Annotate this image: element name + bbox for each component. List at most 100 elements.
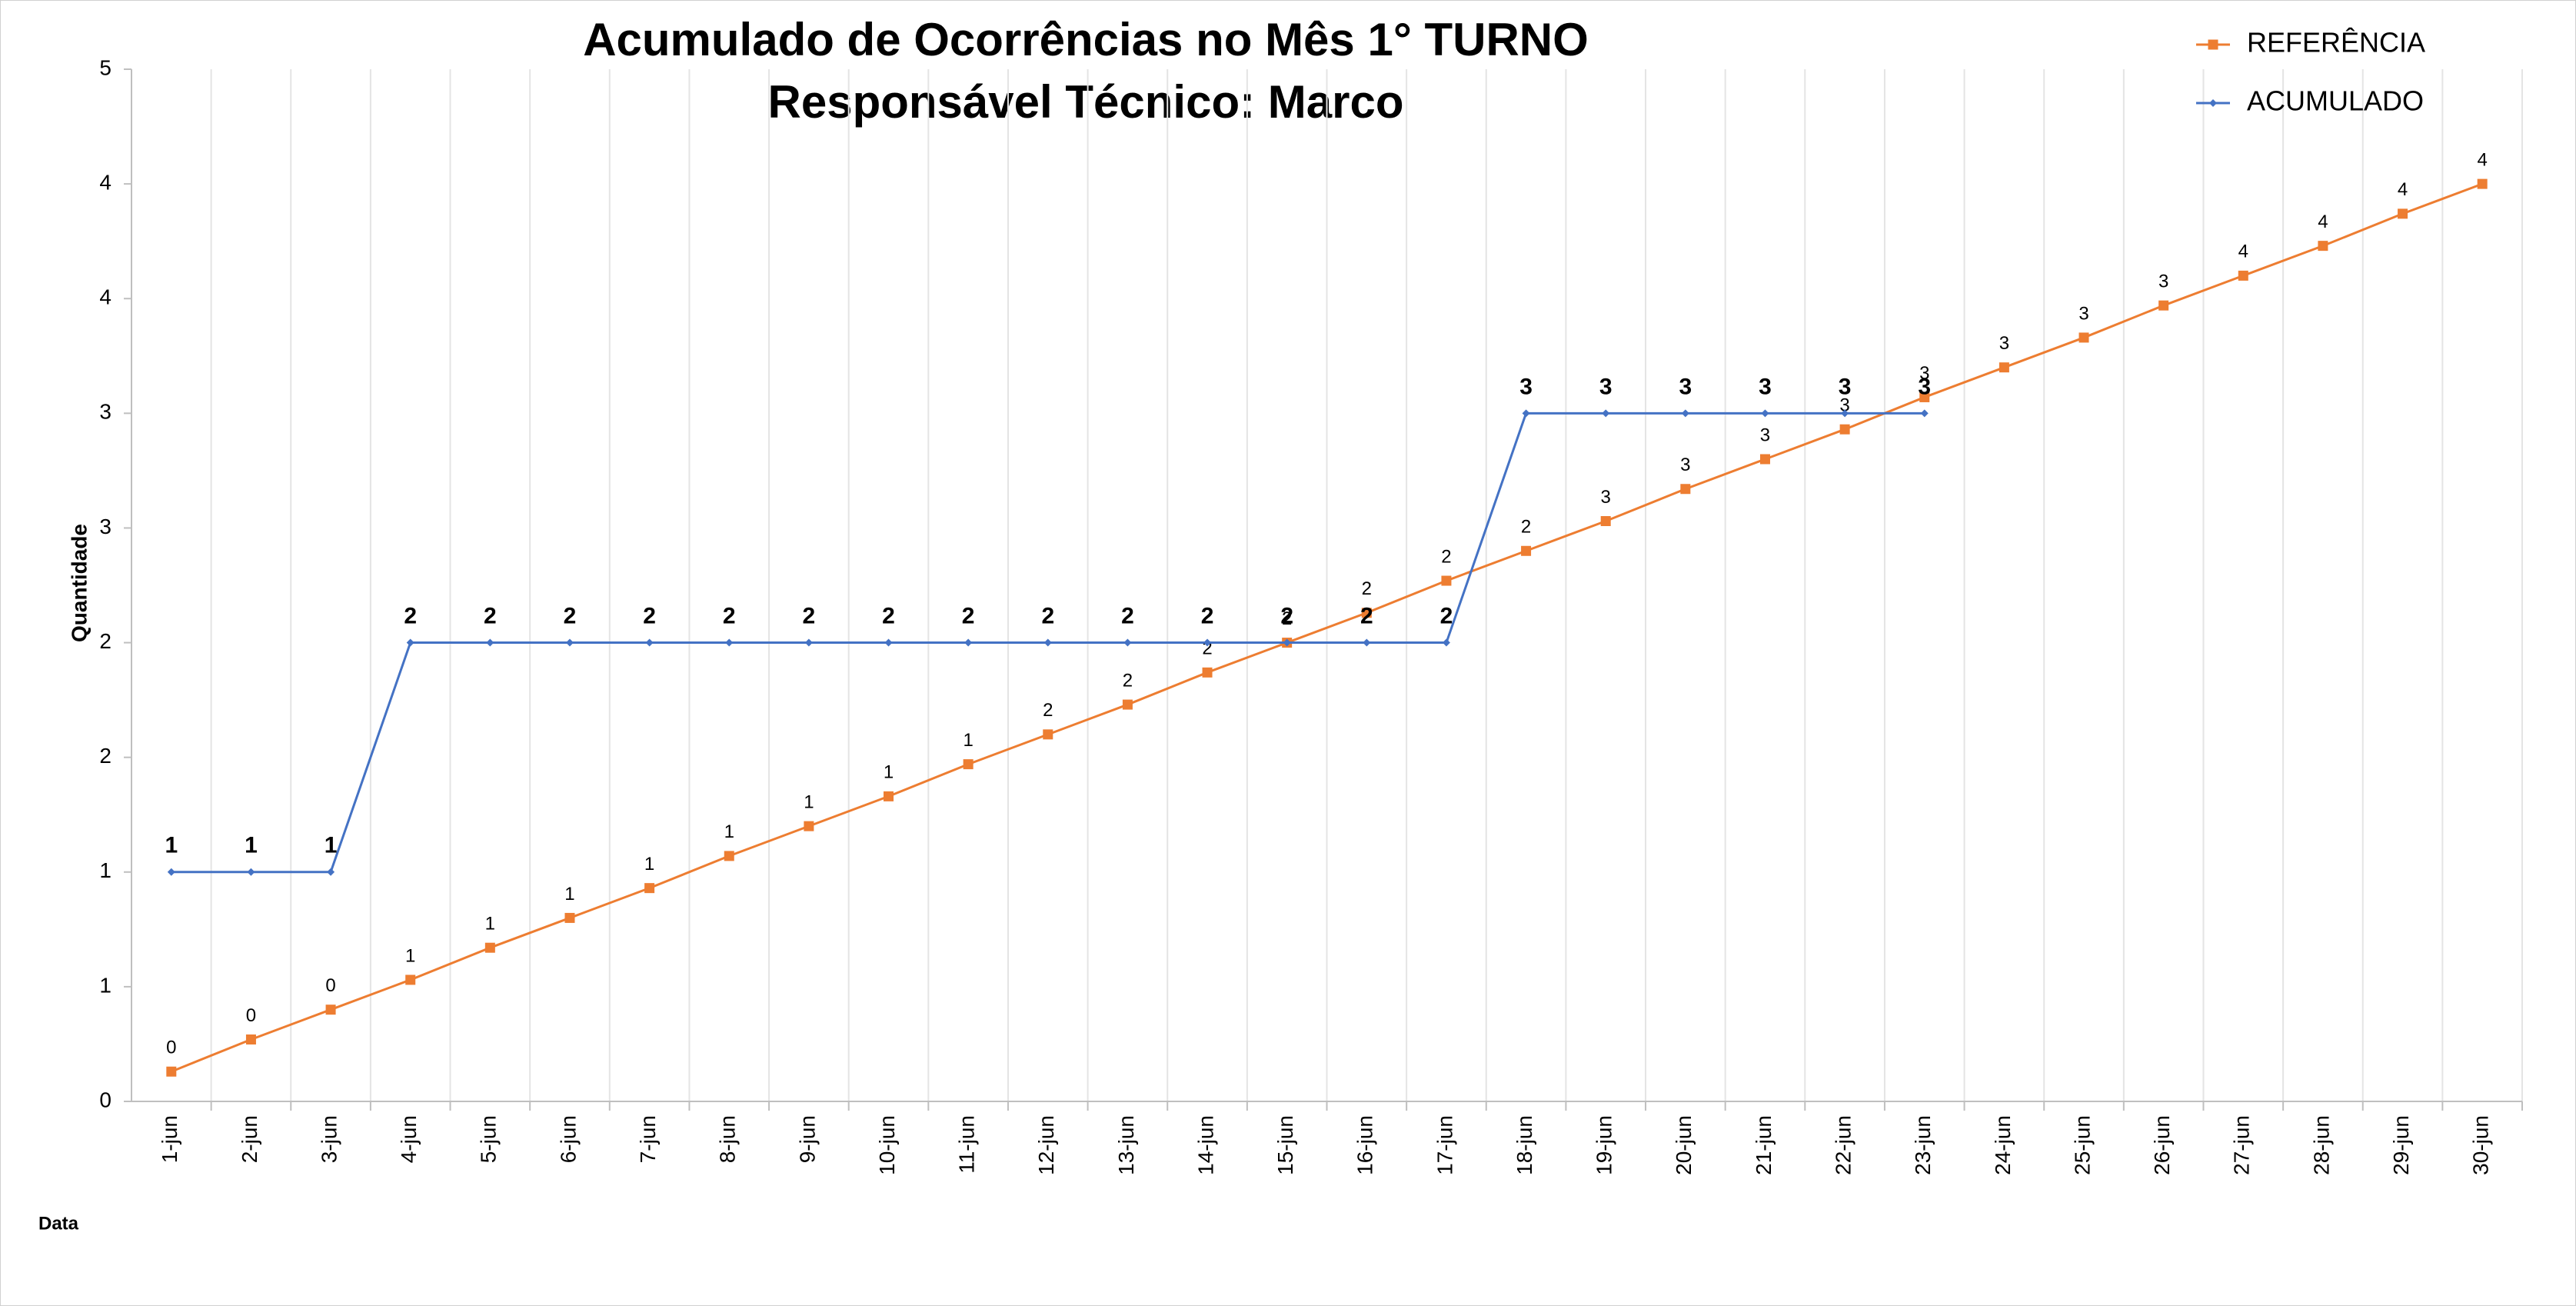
data-label: 4 xyxy=(2318,212,2328,232)
x-tick-label: 13-jun xyxy=(1114,1115,1138,1175)
x-axis-label: Data xyxy=(38,1213,79,1234)
data-label: 4 xyxy=(2238,242,2248,262)
data-label: 2 xyxy=(1360,603,1373,628)
data-label: 1 xyxy=(485,914,495,935)
data-label: 1 xyxy=(804,791,814,812)
line-marker xyxy=(1839,424,1850,435)
line-marker xyxy=(406,638,414,647)
data-label: 3 xyxy=(2158,272,2168,292)
data-label: 0 xyxy=(246,1005,256,1026)
data-label: 4 xyxy=(2398,179,2408,200)
chart-title: Acumulado de Ocorrências no Mês 1° TURNO xyxy=(583,14,1589,65)
data-label: 1 xyxy=(724,821,734,842)
y-tick-label: 3 xyxy=(99,515,111,538)
line-marker xyxy=(327,868,335,876)
data-label: 3 xyxy=(1759,374,1772,399)
line-marker xyxy=(1122,699,1133,710)
x-tick-label: 4-jun xyxy=(397,1115,421,1163)
data-label: 3 xyxy=(1760,425,1770,445)
data-label: 1 xyxy=(405,945,415,966)
line-marker xyxy=(1920,409,1929,418)
x-tick-label: 16-jun xyxy=(1353,1115,1377,1175)
data-label: 2 xyxy=(1041,603,1054,628)
data-label: 3 xyxy=(1679,374,1692,399)
line-marker xyxy=(166,1066,177,1077)
x-tick-label: 23-jun xyxy=(1911,1115,1935,1175)
data-label: 2 xyxy=(1521,517,1531,538)
x-tick-label: 22-jun xyxy=(1832,1115,1855,1175)
data-label: 3 xyxy=(1839,374,1852,399)
data-label: 2 xyxy=(723,603,736,628)
x-tick-label: 25-jun xyxy=(2070,1115,2094,1175)
line-marker xyxy=(724,851,734,861)
data-label: 3 xyxy=(1680,455,1690,475)
legend-label: REFERÊNCIA xyxy=(2247,27,2425,58)
line-marker xyxy=(725,638,734,647)
data-label: 4 xyxy=(2478,149,2488,170)
line-marker xyxy=(1680,484,1691,495)
line-marker xyxy=(1759,454,1770,465)
line-marker xyxy=(1761,409,1769,418)
line-marker xyxy=(247,868,255,876)
legend-label: ACUMULADO xyxy=(2247,85,2424,117)
y-tick-label: 5 xyxy=(99,55,111,79)
y-tick-label: 3 xyxy=(99,400,111,424)
data-label: 2 xyxy=(1043,700,1053,721)
data-label: 2 xyxy=(1282,608,1292,629)
line-marker xyxy=(804,821,814,831)
data-label: 1 xyxy=(963,730,973,751)
line-marker xyxy=(2318,241,2328,252)
line-marker xyxy=(1361,608,1372,618)
y-tick-label: 4 xyxy=(99,285,111,309)
line-marker xyxy=(486,638,494,647)
line-marker xyxy=(1283,638,1291,647)
data-label: 3 xyxy=(1839,395,1849,416)
line-marker xyxy=(1521,545,1532,556)
line-marker xyxy=(565,638,574,647)
line-marker xyxy=(167,868,175,876)
line-marker xyxy=(804,638,813,647)
x-tick-label: 27-jun xyxy=(2230,1115,2254,1175)
line-marker xyxy=(405,975,416,985)
line-marker xyxy=(884,638,893,647)
line-marker xyxy=(1841,409,1849,418)
data-label: 1 xyxy=(324,833,338,858)
x-tick-label: 12-jun xyxy=(1034,1115,1058,1175)
line-marker xyxy=(1602,409,1610,418)
y-tick-label: 1 xyxy=(99,973,111,997)
data-label: 1 xyxy=(165,833,178,858)
x-tick-label: 15-jun xyxy=(1273,1115,1297,1175)
series-line xyxy=(171,182,2483,1073)
x-tick-label: 19-jun xyxy=(1593,1115,1616,1175)
line-marker xyxy=(484,942,495,953)
x-tick-label: 17-jun xyxy=(1433,1115,1456,1175)
x-tick-label: 14-jun xyxy=(1193,1115,1217,1175)
data-label: 2 xyxy=(1440,603,1453,628)
x-tick-label: 7-jun xyxy=(636,1115,660,1163)
x-tick-label: 20-jun xyxy=(1672,1115,1696,1175)
data-label: 3 xyxy=(2078,303,2088,324)
x-tick-label: 1-jun xyxy=(158,1115,181,1163)
line-marker xyxy=(1123,638,1132,647)
x-tick-label: 3-jun xyxy=(317,1115,341,1163)
x-tick-label: 2-jun xyxy=(238,1115,261,1163)
line-marker xyxy=(964,638,973,647)
line-marker xyxy=(2238,270,2248,281)
data-label: 2 xyxy=(404,603,417,628)
x-tick-label: 6-jun xyxy=(556,1115,580,1163)
y-tick-label: 0 xyxy=(99,1088,111,1111)
x-tick-label: 28-jun xyxy=(2309,1115,2333,1175)
data-label: 2 xyxy=(484,603,497,628)
line-marker xyxy=(1999,362,2009,373)
line-marker xyxy=(644,883,655,894)
data-label: 2 xyxy=(1362,578,1372,599)
line-marker xyxy=(1442,638,1450,647)
chart-subtitle: Responsável Técnico: Marco xyxy=(768,76,1404,128)
data-label: 2 xyxy=(1201,603,1214,628)
x-tick-label: 10-jun xyxy=(875,1115,899,1175)
data-label: 3 xyxy=(1919,363,1929,384)
x-tick-label: 21-jun xyxy=(1752,1115,1776,1175)
data-label: 1 xyxy=(644,854,654,875)
line-marker xyxy=(1681,409,1689,418)
